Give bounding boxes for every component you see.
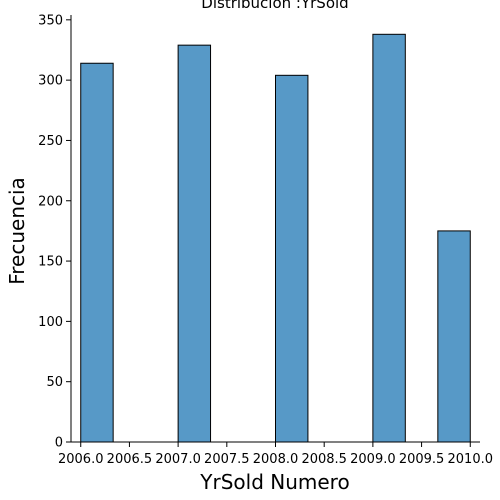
histogram-bar-11: [437, 230, 471, 443]
x-axis-label: YrSold Numero: [199, 470, 349, 494]
y-tick-label-0: 0: [55, 436, 63, 451]
y-tick-label-7: 350: [38, 13, 63, 28]
y-tick-label-3: 150: [38, 255, 63, 270]
bars-layer: [80, 33, 471, 443]
y-axis-label: Frecuencia: [5, 177, 29, 285]
x-tick-label-7: 2009.5: [399, 452, 445, 467]
histogram-bar-3: [177, 44, 212, 443]
x-ticks: 2006.0 2006.5 2007.0 2007.5 2008.0 2008.5 2009…: [58, 442, 493, 467]
x-tick-label-5: 2008.5: [301, 452, 347, 467]
x-tick-label-3: 2007.5: [204, 452, 250, 467]
chart-title: Distribución :YrSold: [201, 0, 348, 12]
x-tick-label-2: 2007.0: [155, 452, 201, 467]
x-tick-label-8: 2010.0: [448, 452, 494, 467]
histogram-bar-9: [372, 33, 406, 443]
x-tick-label-1: 2006.5: [107, 452, 153, 467]
x-tick-label-6: 2009.0: [350, 452, 396, 467]
histogram-bar-6: [275, 74, 309, 443]
y-tick-label-6: 300: [38, 74, 63, 89]
y-tick-label-1: 50: [46, 375, 63, 390]
x-tick-label-0: 2006.0: [58, 452, 104, 467]
y-tick-label-5: 250: [38, 134, 63, 149]
x-tick-label-4: 2008.0: [253, 452, 299, 467]
y-ticks: 0 50 100 150 200 250 300 350: [38, 13, 71, 451]
y-tick-label-2: 100: [38, 315, 63, 330]
y-tick-label-4: 200: [38, 194, 63, 209]
histogram-bar-0: [80, 62, 114, 443]
